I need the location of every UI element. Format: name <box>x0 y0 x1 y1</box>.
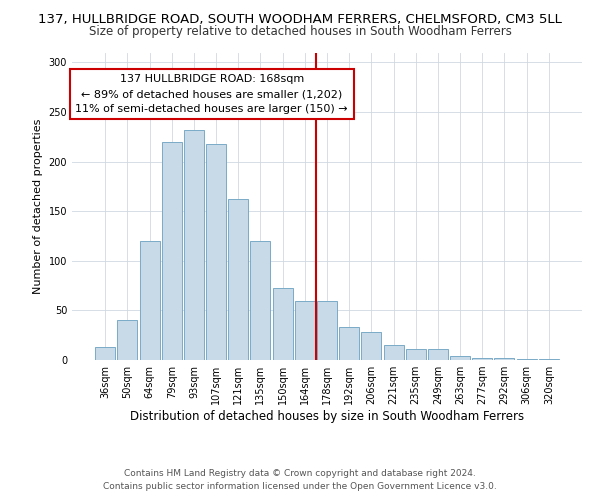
Bar <box>184 130 204 360</box>
Bar <box>517 359 536 360</box>
Bar <box>206 144 226 360</box>
Bar <box>295 302 315 360</box>
Bar <box>317 302 337 360</box>
Bar <box>118 320 137 360</box>
Bar <box>95 347 115 360</box>
Bar <box>383 345 404 360</box>
Bar <box>339 328 359 360</box>
Bar <box>250 241 271 360</box>
X-axis label: Distribution of detached houses by size in South Woodham Ferrers: Distribution of detached houses by size … <box>130 410 524 423</box>
Bar <box>272 288 293 360</box>
Text: Contains HM Land Registry data © Crown copyright and database right 2024.
Contai: Contains HM Land Registry data © Crown c… <box>103 470 497 491</box>
Text: Size of property relative to detached houses in South Woodham Ferrers: Size of property relative to detached ho… <box>89 25 511 38</box>
Bar <box>361 332 382 360</box>
Bar <box>539 359 559 360</box>
Bar <box>494 358 514 360</box>
Bar <box>406 349 426 360</box>
Bar <box>472 358 492 360</box>
Text: 137 HULLBRIDGE ROAD: 168sqm
← 89% of detached houses are smaller (1,202)
11% of : 137 HULLBRIDGE ROAD: 168sqm ← 89% of det… <box>76 74 348 114</box>
Y-axis label: Number of detached properties: Number of detached properties <box>33 118 43 294</box>
Bar <box>228 200 248 360</box>
Bar <box>140 241 160 360</box>
Bar <box>450 356 470 360</box>
Text: 137, HULLBRIDGE ROAD, SOUTH WOODHAM FERRERS, CHELMSFORD, CM3 5LL: 137, HULLBRIDGE ROAD, SOUTH WOODHAM FERR… <box>38 12 562 26</box>
Bar <box>162 142 182 360</box>
Bar <box>428 349 448 360</box>
